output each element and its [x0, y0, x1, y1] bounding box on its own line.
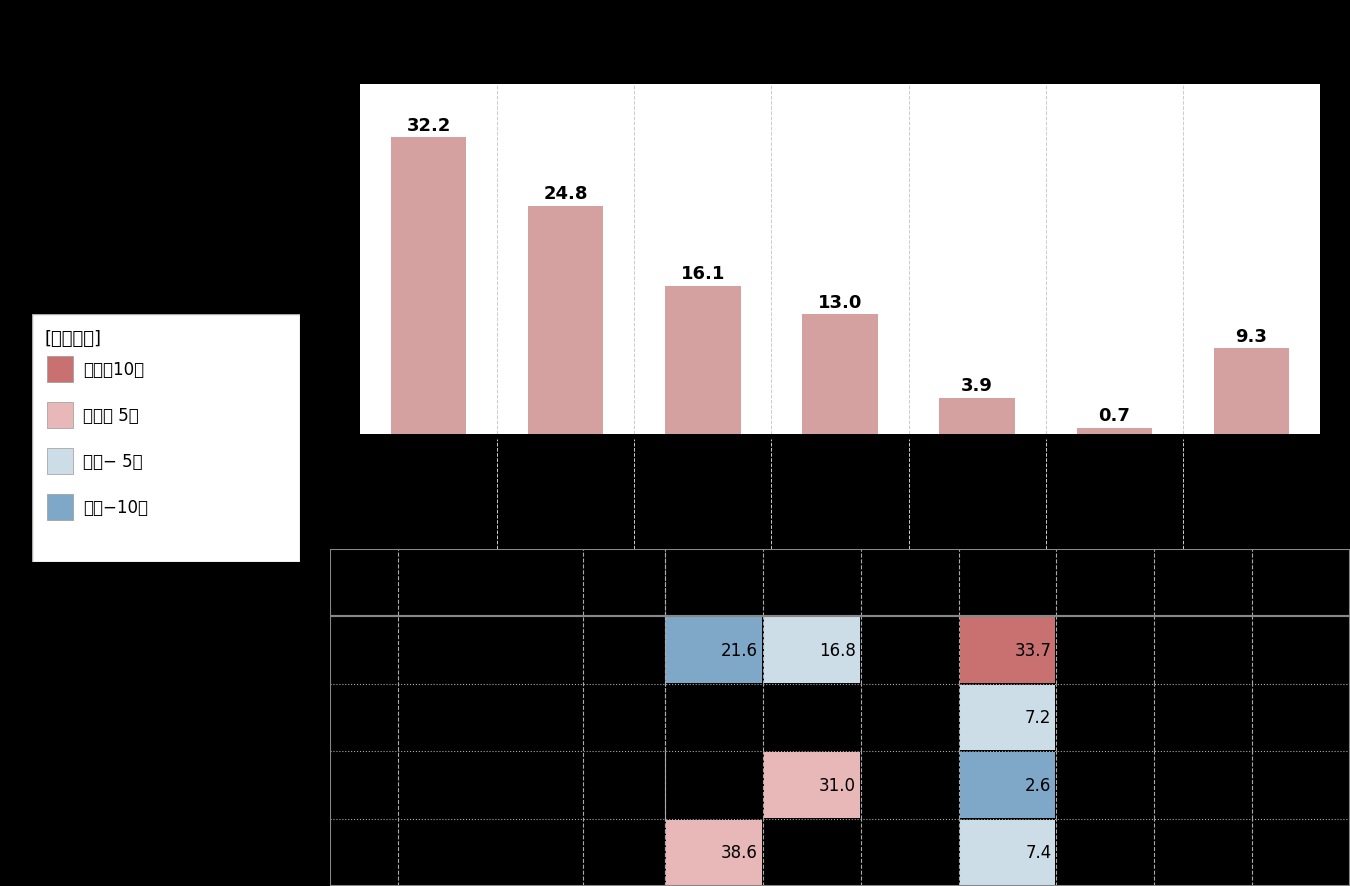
Text: 0.7: 0.7 [1218, 574, 1247, 592]
Text: 女性 20代: 女性 20代 [406, 709, 462, 727]
Text: 0.5: 0.5 [1220, 709, 1247, 727]
Bar [392, 138, 466, 434]
Text: 38.6: 38.6 [721, 843, 757, 861]
Bar [47, 448, 73, 475]
Text: 2.6: 2.6 [1025, 776, 1052, 794]
Text: 0.7: 0.7 [1220, 776, 1247, 794]
Text: 13.9: 13.9 [917, 709, 953, 727]
Bar [1076, 428, 1152, 434]
Text: (1,028): (1,028) [599, 574, 660, 592]
Text: [比率の差]: [比率の差] [45, 330, 101, 347]
Bar [528, 206, 603, 434]
Text: 25.4: 25.4 [819, 709, 856, 727]
Text: 9.5: 9.5 [1319, 776, 1345, 794]
Bar [764, 752, 860, 818]
Text: あてはま
るものは
ない: あてはま るものは ない [1233, 445, 1270, 500]
Text: 18.4: 18.4 [917, 843, 953, 861]
Text: 全体＋ 5％: 全体＋ 5％ [82, 407, 139, 424]
Text: 2.9: 2.9 [1123, 641, 1149, 659]
Text: 17.2: 17.2 [917, 776, 953, 794]
Text: 9.3: 9.3 [1315, 574, 1345, 592]
Text: 24.8: 24.8 [814, 574, 856, 592]
Text: 全体: 全体 [338, 574, 358, 592]
Text: 女性 40代: 女性 40代 [406, 843, 462, 861]
Text: 32.2: 32.2 [717, 574, 757, 592]
Text: その他: その他 [1100, 445, 1129, 460]
Text: 33.9: 33.9 [721, 776, 757, 794]
Text: 5.5: 5.5 [1319, 843, 1345, 861]
Bar [802, 315, 878, 434]
Text: 16.1: 16.1 [680, 265, 725, 283]
Text: 16.1: 16.1 [913, 574, 953, 592]
Text: 16.8: 16.8 [819, 641, 856, 659]
Bar [1214, 349, 1289, 434]
Text: 24.8: 24.8 [544, 184, 589, 203]
Bar [960, 820, 1056, 885]
Bar [666, 618, 761, 683]
Text: 全体−10％: 全体−10％ [82, 499, 148, 517]
Text: ワイヤー
ブラ: ワイヤー ブラ [410, 445, 447, 479]
Bar [47, 356, 73, 383]
Text: 26.1: 26.1 [818, 843, 856, 861]
Bar [960, 752, 1056, 818]
Text: スポーツ
ブラ: スポーツ ブラ [822, 445, 859, 479]
Bar [960, 618, 1056, 683]
Text: ナイトブ
ラ: ナイトブ ラ [958, 445, 995, 479]
Text: (209): (209) [616, 709, 660, 727]
Text: 0.7: 0.7 [1220, 843, 1247, 861]
Text: 13.0: 13.0 [1010, 574, 1052, 592]
Text: 32.2: 32.2 [406, 117, 451, 135]
Text: ブラトッ
プ: ブラトッ プ [684, 445, 721, 479]
Text: 13.0: 13.0 [818, 293, 863, 311]
Text: (273): (273) [616, 641, 660, 659]
Text: 33.7: 33.7 [1014, 641, 1052, 659]
Text: 21.6: 21.6 [721, 641, 757, 659]
Text: 7.2: 7.2 [1025, 709, 1052, 727]
Bar [764, 618, 860, 683]
Text: 9.3: 9.3 [1235, 327, 1268, 346]
Text: 全体− 5％: 全体− 5％ [82, 453, 143, 470]
Bar [47, 494, 73, 520]
Bar [47, 402, 73, 429]
Text: 9.9: 9.9 [1319, 641, 1345, 659]
Text: 0.7: 0.7 [1099, 407, 1130, 424]
Bar [940, 399, 1015, 434]
Text: 女性 10代: 女性 10代 [406, 641, 462, 659]
Text: 14.3: 14.3 [917, 641, 953, 659]
Text: 35.4: 35.4 [721, 709, 757, 727]
Bar [666, 820, 761, 885]
Text: 4.3: 4.3 [1123, 709, 1149, 727]
Text: (272): (272) [616, 843, 660, 861]
Bar [960, 685, 1056, 750]
Text: 3.9: 3.9 [961, 377, 994, 395]
Bar [666, 286, 741, 434]
Text: 3.3: 3.3 [1123, 843, 1149, 861]
Text: 性年代: 性年代 [338, 641, 369, 659]
Text: 7.4: 7.4 [1025, 843, 1052, 861]
Text: 女性 30代: 女性 30代 [406, 776, 462, 794]
Text: 3.9: 3.9 [1119, 574, 1149, 592]
Text: 5.1: 5.1 [1123, 776, 1149, 794]
Text: 31.0: 31.0 [818, 776, 856, 794]
Text: 0.7: 0.7 [1220, 641, 1247, 659]
Text: 13.4: 13.4 [1308, 709, 1345, 727]
Text: ノンワイ
ヤーブラ: ノンワイ ヤーブラ [548, 445, 585, 479]
Text: (274): (274) [616, 776, 660, 794]
Text: 全体＋10％: 全体＋10％ [82, 361, 144, 378]
